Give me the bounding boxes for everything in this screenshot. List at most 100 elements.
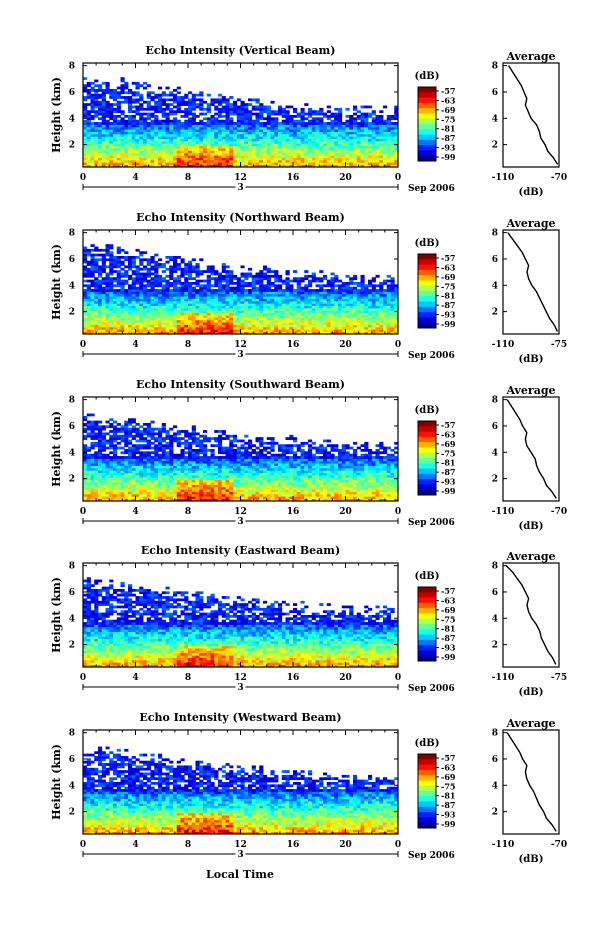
- y-tick-label: 4: [69, 281, 75, 291]
- echo-cell: [105, 439, 110, 443]
- echo-cell: [334, 131, 339, 135]
- echo-cell: [263, 133, 268, 137]
- echo-cell: [296, 138, 301, 142]
- echo-cell: [278, 162, 283, 166]
- echo-cell: [113, 260, 118, 264]
- echo-cell: [131, 100, 136, 104]
- echo-cell: [353, 282, 358, 285]
- echo-cell: [244, 296, 249, 299]
- echo-cell: [323, 322, 328, 325]
- echo-cell: [83, 489, 88, 492]
- echo-cell: [281, 110, 286, 114]
- colorbar-band: [418, 108, 436, 114]
- echo-cell: [184, 310, 189, 314]
- echo-cell: [139, 251, 144, 255]
- echo-cell: [345, 148, 350, 151]
- echo-cell: [338, 308, 343, 311]
- echo-cell: [368, 319, 373, 323]
- echo-cell: [191, 298, 196, 302]
- echo-cell: [113, 107, 118, 111]
- colorbar-band: [418, 317, 436, 324]
- echo-cell: [105, 456, 110, 459]
- echo-cell: [338, 310, 343, 314]
- echo-cell: [323, 308, 328, 311]
- echo-cell: [375, 331, 380, 335]
- echo-cell: [364, 164, 369, 168]
- echo-cell: [161, 100, 166, 104]
- echo-cell: [113, 96, 118, 99]
- echo-cell: [86, 315, 91, 318]
- echo-cell: [113, 465, 118, 469]
- echo-cell: [135, 329, 140, 333]
- echo-cell: [124, 126, 129, 130]
- echo-cell: [191, 103, 196, 106]
- echo-cell: [248, 155, 253, 158]
- echo-cell: [345, 143, 350, 147]
- echo-cell: [131, 148, 136, 151]
- echo-cell: [101, 136, 106, 140]
- echo-cell: [98, 322, 103, 325]
- echo-cell: [124, 496, 129, 500]
- echo-cell: [83, 446, 88, 450]
- echo-cell: [248, 110, 253, 114]
- echo-cell: [90, 491, 95, 495]
- echo-cell: [124, 258, 129, 262]
- echo-cell: [240, 141, 245, 144]
- echo-cell: [124, 331, 129, 335]
- echo-cell: [266, 324, 271, 328]
- echo-cell: [116, 296, 121, 299]
- echo-cell: [278, 315, 283, 318]
- echo-cell: [356, 152, 361, 156]
- echo-cell: [248, 138, 253, 142]
- echo-cell: [248, 122, 253, 125]
- echo-cell: [146, 115, 151, 118]
- echo-cell: [184, 143, 189, 147]
- echo-cell: [176, 107, 181, 111]
- echo-cell: [188, 136, 193, 140]
- echo-cell: [379, 141, 384, 144]
- echo-cell: [113, 93, 118, 97]
- echo-cell: [124, 86, 129, 90]
- echo-cell: [383, 126, 388, 130]
- echo-cell: [210, 270, 215, 273]
- echo-cell: [218, 126, 223, 130]
- echo-cell: [323, 284, 328, 288]
- echo-cell: [169, 112, 174, 116]
- echo-cell: [345, 162, 350, 166]
- echo-cell: [124, 164, 129, 168]
- echo-cell: [180, 133, 185, 137]
- echo-cell: [394, 286, 399, 290]
- echo-cell: [98, 465, 103, 469]
- echo-cell: [341, 303, 346, 307]
- echo-cell: [184, 282, 189, 285]
- echo-cell: [236, 122, 241, 125]
- echo-cell: [248, 331, 253, 335]
- echo-cell: [101, 143, 106, 147]
- echo-cell: [386, 143, 391, 147]
- echo-cell: [120, 486, 125, 490]
- colorbar-band: [418, 129, 436, 136]
- echo-cell: [191, 310, 196, 314]
- echo-cell: [274, 138, 279, 142]
- echo-cell: [86, 298, 91, 302]
- echo-cell: [255, 291, 260, 295]
- echo-cell: [236, 286, 241, 290]
- echo-cell: [101, 486, 106, 490]
- echo-cell: [225, 310, 230, 314]
- echo-cell: [139, 289, 144, 292]
- echo-cell: [375, 155, 380, 158]
- echo-cell: [191, 331, 196, 335]
- echo-cell: [353, 303, 358, 307]
- echo-cell: [356, 122, 361, 125]
- x-tick-label: 12: [234, 340, 247, 350]
- echo-cell: [86, 141, 91, 144]
- echo-cell: [394, 141, 399, 144]
- echo-cell: [128, 133, 133, 137]
- echo-cell: [161, 93, 166, 97]
- echo-cell: [270, 329, 275, 333]
- echo-cell: [188, 315, 193, 318]
- echo-cell: [131, 155, 136, 158]
- echo-cell: [150, 159, 155, 163]
- echo-cell: [101, 324, 106, 328]
- echo-cell: [319, 143, 324, 147]
